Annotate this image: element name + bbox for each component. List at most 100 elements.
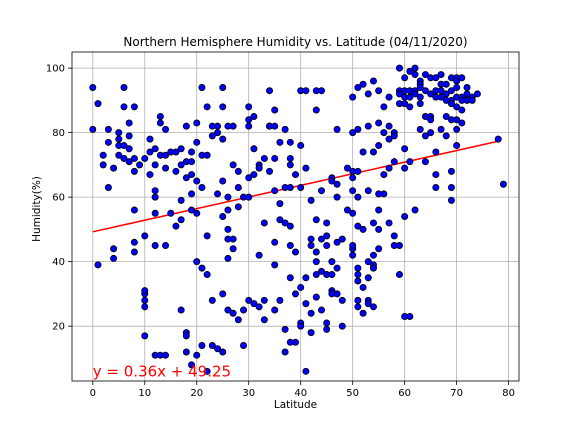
data-point bbox=[292, 291, 298, 297]
data-point bbox=[355, 126, 361, 132]
data-point bbox=[324, 233, 330, 239]
data-point bbox=[355, 265, 361, 271]
y-tick-label: 80 bbox=[52, 128, 65, 139]
data-point bbox=[131, 168, 137, 174]
data-point bbox=[220, 84, 226, 90]
x-tick-label: 80 bbox=[502, 388, 515, 399]
data-point bbox=[110, 255, 116, 261]
data-point bbox=[256, 165, 262, 171]
data-point bbox=[136, 162, 142, 168]
data-point bbox=[214, 123, 220, 129]
data-point bbox=[474, 91, 480, 97]
data-point bbox=[188, 191, 194, 197]
data-point bbox=[220, 349, 226, 355]
data-point bbox=[313, 249, 319, 255]
data-point bbox=[121, 104, 127, 110]
data-point bbox=[240, 342, 246, 348]
data-point bbox=[214, 191, 220, 197]
data-point bbox=[251, 113, 257, 119]
data-point bbox=[152, 194, 158, 200]
data-point bbox=[183, 123, 189, 129]
data-point bbox=[126, 133, 132, 139]
data-point bbox=[433, 149, 439, 155]
data-point bbox=[272, 262, 278, 268]
regression-equation: y = 0.36x + 49.25 bbox=[93, 362, 231, 380]
data-point bbox=[277, 297, 283, 303]
data-point bbox=[329, 271, 335, 277]
data-point bbox=[334, 265, 340, 271]
data-point bbox=[298, 284, 304, 290]
data-point bbox=[204, 152, 210, 158]
data-point bbox=[100, 162, 106, 168]
data-point bbox=[334, 126, 340, 132]
data-point bbox=[147, 136, 153, 142]
data-point bbox=[168, 210, 174, 216]
data-point bbox=[402, 213, 408, 219]
data-point bbox=[235, 168, 241, 174]
data-point bbox=[162, 165, 168, 171]
data-point bbox=[282, 326, 288, 332]
data-point bbox=[443, 81, 449, 87]
data-point bbox=[370, 78, 376, 84]
data-point bbox=[350, 188, 356, 194]
data-point bbox=[464, 84, 470, 90]
data-point bbox=[391, 159, 397, 165]
data-point bbox=[454, 84, 460, 90]
data-point bbox=[142, 304, 148, 310]
data-point bbox=[277, 139, 283, 145]
data-point bbox=[110, 246, 116, 252]
data-point bbox=[131, 249, 137, 255]
data-point bbox=[292, 339, 298, 345]
data-point bbox=[292, 171, 298, 177]
data-point bbox=[412, 71, 418, 77]
data-point bbox=[448, 168, 454, 174]
x-tick-label: 0 bbox=[90, 388, 96, 399]
data-point bbox=[448, 197, 454, 203]
data-point bbox=[386, 123, 392, 129]
data-point bbox=[324, 220, 330, 226]
data-point bbox=[443, 133, 449, 139]
y-axis-label: Humidity(%) bbox=[31, 176, 43, 242]
data-point bbox=[251, 146, 257, 152]
data-point bbox=[318, 88, 324, 94]
data-point bbox=[152, 210, 158, 216]
data-point bbox=[199, 342, 205, 348]
data-point bbox=[396, 242, 402, 248]
data-point bbox=[256, 304, 262, 310]
data-point bbox=[272, 107, 278, 113]
data-point bbox=[173, 223, 179, 229]
data-point bbox=[209, 297, 215, 303]
data-point bbox=[313, 107, 319, 113]
data-point bbox=[152, 162, 158, 168]
data-point bbox=[318, 188, 324, 194]
data-point bbox=[235, 184, 241, 190]
data-point bbox=[183, 333, 189, 339]
data-point bbox=[313, 217, 319, 223]
data-point bbox=[131, 155, 137, 161]
data-point bbox=[240, 307, 246, 313]
data-point bbox=[142, 288, 148, 294]
data-point bbox=[412, 65, 418, 71]
data-point bbox=[220, 136, 226, 142]
data-point bbox=[360, 81, 366, 87]
data-point bbox=[287, 223, 293, 229]
data-point bbox=[188, 159, 194, 165]
data-point bbox=[396, 271, 402, 277]
data-point bbox=[308, 310, 314, 316]
data-point bbox=[142, 297, 148, 303]
data-point bbox=[95, 101, 101, 107]
data-point bbox=[194, 139, 200, 145]
data-point bbox=[225, 194, 231, 200]
data-point bbox=[261, 220, 267, 226]
data-point bbox=[376, 226, 382, 232]
data-point bbox=[152, 242, 158, 248]
data-point bbox=[324, 326, 330, 332]
data-point bbox=[188, 149, 194, 155]
data-point bbox=[407, 313, 413, 319]
data-point bbox=[303, 300, 309, 306]
data-point bbox=[355, 297, 361, 303]
data-point bbox=[391, 233, 397, 239]
data-point bbox=[266, 168, 272, 174]
data-point bbox=[334, 181, 340, 187]
